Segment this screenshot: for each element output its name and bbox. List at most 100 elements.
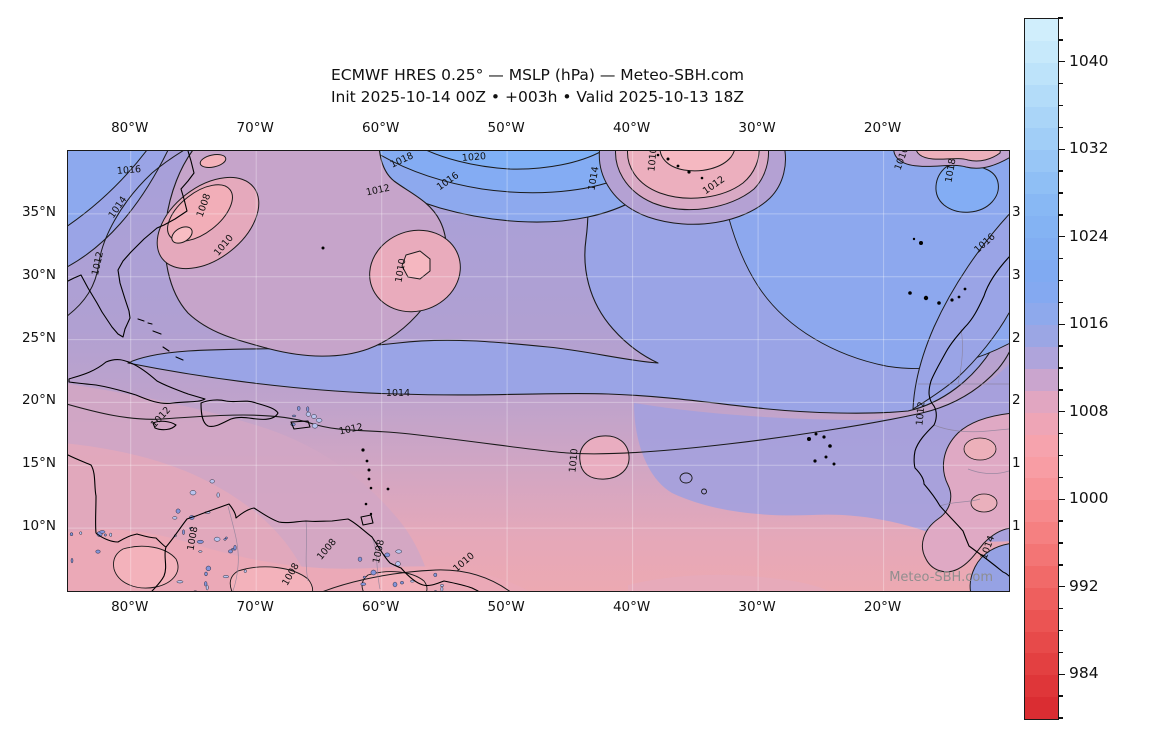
map-panel: 1016 1014 1012 1008 1010 1012 1018 1020 1016 1010… <box>67 150 1010 592</box>
colorbar-tick <box>1058 586 1065 588</box>
lat-tick-label: 30°N <box>21 266 56 283</box>
terrain-speckles <box>69 406 445 591</box>
colorbar-tick <box>1058 695 1063 697</box>
lon-tick-label: 80°W <box>111 120 149 136</box>
lon-tick-label: 70°W <box>236 120 274 136</box>
lat-tick-label-partial: 1 <box>1012 455 1021 472</box>
colorbar-step <box>1025 325 1058 348</box>
pressure-fill-bands <box>68 151 1009 591</box>
lat-tick-label-partial: 3 <box>1012 266 1021 283</box>
colorbar-tick-label: 1008 <box>1069 401 1109 420</box>
colorbar-tick <box>1058 432 1063 435</box>
colorbar-tick <box>1058 651 1063 654</box>
lat-tick-label-partial: 3 <box>1012 203 1021 220</box>
colorbar-tick <box>1058 61 1065 63</box>
lon-tick-label: 30°W <box>738 120 776 136</box>
colorbar-tick <box>1058 82 1063 85</box>
colorbar-title: MSLP (hPa) <box>1096 300 1156 440</box>
colorbar-step <box>1025 631 1058 654</box>
colorbar-tick <box>1058 17 1063 19</box>
colorbar-tick <box>1058 104 1063 107</box>
colorbar-tick <box>1058 564 1063 566</box>
colorbar-step <box>1025 369 1058 391</box>
colorbar-step <box>1025 106 1058 129</box>
colorbar-step <box>1025 281 1058 304</box>
colorbar-step <box>1025 150 1058 173</box>
colorbar-step <box>1025 609 1058 632</box>
lat-tick-label: 15°N <box>21 455 56 472</box>
lon-tick-label: 20°W <box>863 599 902 615</box>
colorbar-tick <box>1058 301 1063 304</box>
colorbar-step <box>1025 653 1058 676</box>
colorbar-tick <box>1058 542 1063 544</box>
colorbar-step <box>1025 237 1058 260</box>
colorbar-tick <box>1058 214 1063 216</box>
colorbar-step <box>1025 565 1058 588</box>
colorbar-tick <box>1058 345 1063 347</box>
lat-tick-label: 10°N <box>21 518 56 535</box>
lon-tick-label: 80°W <box>111 599 149 615</box>
lon-tick-label: 30°W <box>738 599 776 615</box>
colorbar-step <box>1025 478 1058 501</box>
colorbar-step <box>1025 544 1058 566</box>
colorbar-tick <box>1058 148 1065 150</box>
colorbar-tick <box>1058 673 1065 675</box>
coastlines <box>68 151 1009 591</box>
colorbar-step <box>1025 500 1058 523</box>
colorbar-step <box>1025 62 1058 85</box>
colorbar-tick-label: 1032 <box>1069 139 1109 158</box>
map-canvas <box>68 151 1009 591</box>
colorbar-tick <box>1058 236 1065 238</box>
colorbar-step <box>1025 347 1058 369</box>
lat-axis-left: 35°N 30°N 25°N 20°N 15°N 10°N <box>0 150 62 591</box>
lon-axis-top: 80°W 70°W 60°W 50°W 40°W 30°W 20°W <box>67 120 1008 138</box>
lon-tick-label: 50°W <box>487 120 525 136</box>
colorbar-step <box>1025 434 1058 457</box>
lat-tick-label-partial: 2 <box>1012 329 1021 346</box>
colorbar-tick <box>1058 607 1063 610</box>
colorbar-step <box>1025 412 1058 435</box>
lon-tick-label: 40°W <box>612 599 651 615</box>
colorbar-tick <box>1058 520 1063 522</box>
colorbar-tick <box>1058 170 1063 172</box>
colorbar-step <box>1025 697 1058 719</box>
colorbar-tick <box>1058 389 1063 391</box>
colorbar-tick <box>1058 476 1063 479</box>
colorbar-step <box>1025 390 1058 413</box>
isobar-lines <box>68 151 1009 591</box>
colorbar-step <box>1025 303 1058 326</box>
colorbar-tick-label: 1016 <box>1069 314 1109 333</box>
colorbar-tick-label: 1024 <box>1069 226 1109 245</box>
lon-tick-label: 60°W <box>362 120 400 136</box>
lon-tick-label: 60°W <box>362 599 400 615</box>
lat-axis-right-partial: 3 3 2 2 1 1 <box>1012 150 1024 591</box>
colorbar <box>1024 18 1059 720</box>
colorbar-step <box>1025 19 1058 41</box>
colorbar-step <box>1025 40 1058 63</box>
lon-tick-label: 50°W <box>487 599 525 615</box>
lat-tick-label: 35°N <box>21 203 56 220</box>
colorbar-tick <box>1058 279 1063 282</box>
colorbar-step <box>1025 456 1058 479</box>
country-borders <box>227 328 1009 591</box>
colorbar-step <box>1025 675 1058 698</box>
lat-tick-label-partial: 2 <box>1012 392 1021 409</box>
islands <box>321 153 967 516</box>
lon-tick-label: 40°W <box>612 120 651 136</box>
colorbar-tick <box>1058 717 1063 719</box>
colorbar-tick <box>1058 454 1063 457</box>
plot-subtitle: Init 2025-10-14 00Z • +003h • Valid 2025… <box>330 88 745 106</box>
colorbar-step <box>1025 522 1058 544</box>
lat-tick-label-partial: 1 <box>1012 518 1021 535</box>
colorbar-step <box>1025 172 1058 194</box>
colorbar-step <box>1025 194 1058 216</box>
colorbar-ticks: 984 992 1000 1008 1016 1024 1032 1040 <box>1058 17 1156 720</box>
colorbar-step <box>1025 84 1058 107</box>
colorbar-tick <box>1058 323 1065 325</box>
lon-tick-label: 20°W <box>863 120 902 136</box>
lon-axis-bottom: 80°W 70°W 60°W 50°W 40°W 30°W 20°W <box>67 599 1008 617</box>
colorbar-step <box>1025 128 1058 151</box>
colorbar-tick-label: 1040 <box>1069 51 1109 70</box>
lon-tick-label: 70°W <box>236 599 274 615</box>
